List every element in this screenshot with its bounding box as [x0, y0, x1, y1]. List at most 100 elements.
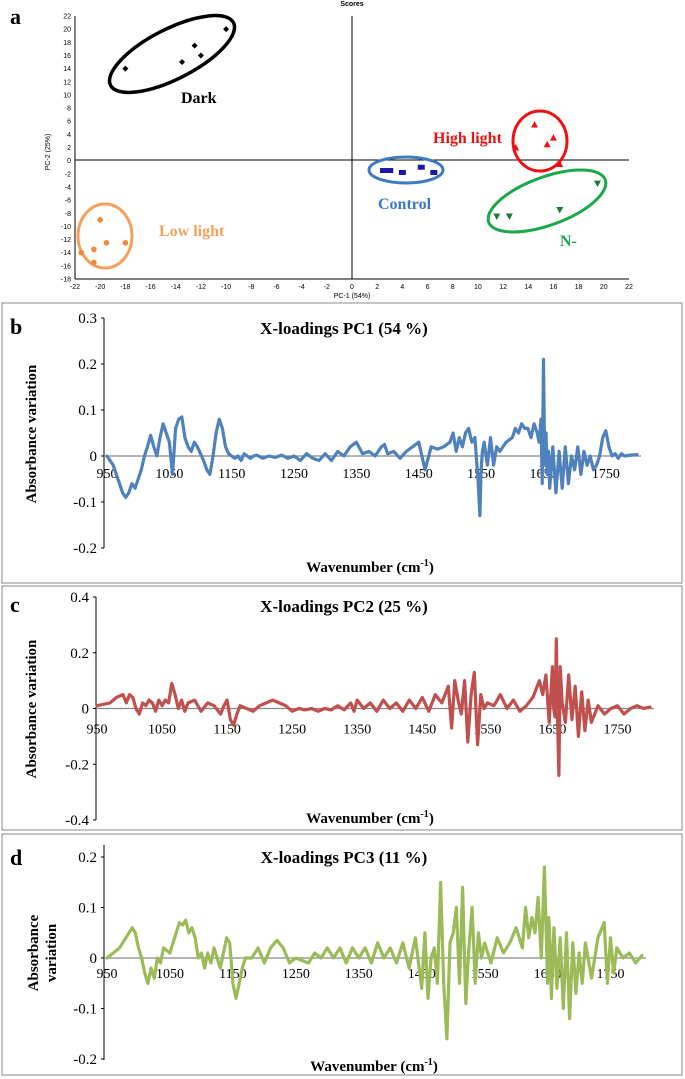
scores-x-ticks: -22 -20 -18 -16 -14 -12 -10 -8 -6 -4 -2 0 2 4 6 8 10 12 14…	[70, 284, 633, 291]
scores-x-tick-label: 2	[375, 284, 379, 291]
label-low-light: Low light	[159, 223, 225, 240]
scores-point-low-light	[78, 249, 85, 256]
x-tick-label: 1450	[408, 723, 436, 738]
pc3-xlabel: Wavenumber (cm-1)	[310, 1057, 438, 1075]
scores-point-low-light	[91, 246, 97, 253]
x-tick-label: 1050	[155, 467, 183, 482]
label-n-minus: N-	[560, 233, 577, 250]
scores-point-control	[379, 168, 387, 174]
scores-y-tick-label: -2	[65, 171, 71, 178]
y-tick-label: 0	[90, 951, 98, 967]
scores-x-tick-label: -6	[273, 284, 279, 291]
pc1-loadings-line	[104, 357, 641, 518]
pc3-ylabel: Absorbance variation	[26, 914, 60, 991]
scores-point-dark	[191, 42, 198, 49]
scores-x-tick-label: -10	[221, 284, 231, 291]
scores-y-tick-label: 16	[63, 53, 71, 60]
panel-d: d X-loadings PC3 (11 %) 0.20.10-0.1-0.2 …	[1, 833, 683, 1076]
x-tick-label: 1650	[538, 723, 566, 738]
x-tick-label: 1150	[213, 723, 240, 738]
pc3-title: X-loadings PC3 (11 %)	[261, 848, 428, 867]
x-tick-label: 1050	[148, 723, 176, 738]
scores-x-tick-label: 18	[575, 284, 583, 291]
scores-x-tick-label: -22	[70, 284, 80, 291]
scores-point-dark	[179, 59, 186, 66]
y-tick-label: -0.1	[73, 495, 97, 511]
scores-y-tick-label: -12	[61, 237, 71, 244]
scores-y-tick-label: -4	[65, 184, 71, 191]
scores-x-tick-label: 12	[499, 284, 507, 291]
scores-point-low-light	[91, 259, 97, 266]
scores-x-tick-label: 8	[451, 284, 455, 291]
scores-x-tick-label: -4	[299, 284, 305, 291]
scores-y-tick-label: 18	[63, 40, 71, 47]
scores-point-control	[417, 164, 425, 170]
scores-y-tick-label: -10	[61, 224, 71, 231]
pc2-xlabel: Wavenumber (cm-1)	[306, 809, 434, 827]
scores-y-tick-label: 20	[63, 27, 71, 34]
scores-point-high-light	[531, 120, 539, 128]
scores-x-tick-label: 14	[524, 284, 532, 291]
panel-b-frame	[1, 302, 683, 584]
y-tick-label: 0.1	[78, 901, 97, 917]
scores-point-dark	[122, 65, 129, 72]
scores-x-tick-label: 16	[550, 284, 558, 291]
scores-y-tick-label: 6	[67, 119, 71, 126]
scores-point-n-	[594, 180, 602, 188]
panel-letter-d: d	[10, 845, 22, 870]
y-tick-label: 0	[90, 449, 98, 465]
scores-x-tick-label: -16	[145, 284, 155, 291]
scores-point-high-light	[543, 140, 551, 148]
panel-letter-b: b	[10, 314, 22, 339]
pc3-y-ticks: 0.2 0.1 0 -0.1 -0.2	[73, 850, 104, 1068]
pc2-ylabel: Absorbance variation	[24, 639, 40, 778]
x-tick-label: 1050	[156, 967, 184, 982]
scores-point-n-	[493, 213, 501, 221]
scores-x-tick-label: 6	[426, 284, 430, 291]
label-dark: Dark	[181, 90, 217, 107]
scores-y-tick-label: 14	[63, 66, 71, 73]
y-tick-label: -0.2	[65, 757, 89, 773]
scores-y-tick-label: -14	[61, 250, 71, 257]
panel-letter-c: c	[10, 592, 20, 617]
x-tick-label: 1750	[603, 723, 631, 738]
scores-points	[78, 26, 602, 266]
pc1-y-ticks: 0.3 0.2 0.1 0 -0.1 -0.2	[73, 311, 104, 557]
x-tick-label: 1350	[343, 723, 371, 738]
x-tick-label: 1550	[471, 967, 499, 982]
scores-x-tick-label: 22	[625, 284, 633, 291]
scores-y-tick-label: -18	[61, 277, 71, 284]
scores-x-tick-label: 20	[600, 284, 608, 291]
scores-point-n-	[556, 206, 564, 214]
pc1-ylabel: Absorbance variation	[24, 364, 40, 503]
x-tick-label: 1250	[282, 967, 310, 982]
scores-y-tick-label: -6	[65, 198, 71, 205]
scores-x-tick-label: 4	[400, 284, 404, 291]
pc2-loadings-line	[95, 637, 654, 777]
panel-d-frame	[1, 833, 683, 1076]
panel-letter-a: a	[10, 4, 21, 29]
y-tick-label: 0.2	[78, 850, 97, 866]
scores-y-tick-label: 2	[67, 145, 71, 152]
scores-x-tick-label: -2	[324, 284, 330, 291]
pc1-title: X-loadings PC1 (54 %)	[260, 319, 428, 338]
scores-point-dark	[197, 52, 204, 59]
y-tick-label: 0.2	[70, 646, 89, 662]
scores-y-tick-label: -16	[61, 263, 71, 270]
scores-title: Scores	[340, 1, 363, 8]
panel-c-frame	[1, 585, 683, 831]
pc2-title: X-loadings PC2 (25 %)	[260, 597, 428, 616]
y-tick-label: 0.3	[78, 311, 97, 327]
x-tick-label: 1150	[218, 467, 245, 482]
scores-y-tick-label: 22	[63, 14, 71, 21]
x-tick-label: 950	[87, 723, 108, 738]
label-high-light: High light	[433, 130, 503, 147]
y-tick-label: 0.2	[78, 357, 97, 373]
scores-x-tick-label: 0	[350, 284, 354, 291]
y-tick-label: -0.2	[73, 1052, 97, 1068]
scores-x-tick-label: 10	[474, 284, 482, 291]
y-tick-label: -0.1	[73, 1002, 97, 1018]
scores-y-tick-label: 0	[67, 158, 71, 165]
scores-point-low-light	[103, 240, 110, 246]
x-tick-label: 1350	[342, 467, 370, 482]
